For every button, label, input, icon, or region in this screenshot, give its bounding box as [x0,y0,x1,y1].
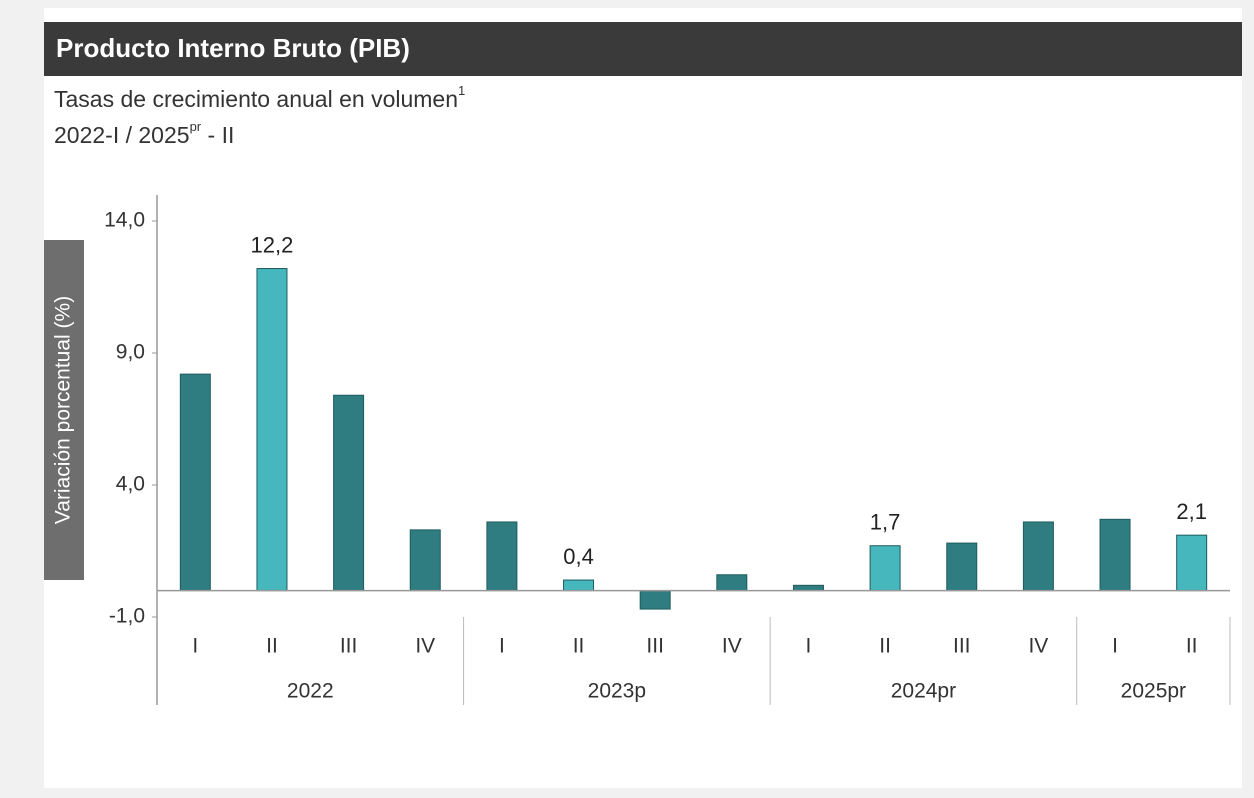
chart-title: Producto Interno Bruto (PIB) [56,33,410,63]
y-tick-label: -1,0 [109,605,145,628]
bar [179,373,211,592]
bar [486,521,518,592]
title-bar [44,22,1242,76]
bar [563,579,595,592]
bar [256,268,288,592]
y-label-box [44,240,84,580]
group-label: 2025pr [1121,680,1186,703]
data-label: 12,2 [251,232,294,257]
subtitle: Tasas de crecimiento anual en volumen1 [54,83,465,112]
data-label: 1,7 [870,510,901,535]
x-tick-label: I [1112,635,1118,658]
data-label: 0,4 [563,544,594,569]
panel [44,8,1242,788]
x-tick-label: II [1186,635,1198,658]
y-tick-label: 14,0 [104,209,145,232]
bar [869,545,901,592]
x-tick-label: IV [722,635,742,658]
x-tick-label: IV [1028,635,1048,658]
group-label: 2024pr [891,680,956,703]
group-label: 2023p [588,680,646,703]
y-tick-label: 4,0 [116,473,145,496]
bar [333,394,365,592]
bar [716,574,748,592]
bar [946,542,978,592]
x-tick-label: III [646,635,664,658]
x-tick-label: I [499,635,505,658]
bar [1022,521,1054,592]
subtitle-text: - II [201,122,234,148]
x-tick-label: II [879,635,891,658]
subtitle: 2022-I / 2025pr - II [54,119,234,148]
subtitle-text: 2022-I / 2025 [54,122,190,148]
bar [409,529,441,592]
subtitle-text: Tasas de crecimiento anual en volumen [54,86,458,112]
bar [1176,534,1208,592]
subtitle-sup: 1 [458,83,465,98]
bar [1099,518,1131,592]
bar [639,590,671,610]
y-axis-label: Variación porcentual (%) [52,296,75,524]
x-tick-label: IV [415,635,435,658]
subtitle-sup: pr [190,119,202,134]
x-tick-label: I [192,635,198,658]
x-tick-label: II [266,635,278,658]
x-tick-label: I [806,635,812,658]
x-tick-label: II [573,635,585,658]
x-tick-label: III [340,635,358,658]
group-label: 2022 [287,680,334,703]
y-tick-label: 9,0 [116,341,145,364]
bar [792,584,824,592]
x-tick-label: III [953,635,971,658]
data-label: 2,1 [1176,499,1207,524]
